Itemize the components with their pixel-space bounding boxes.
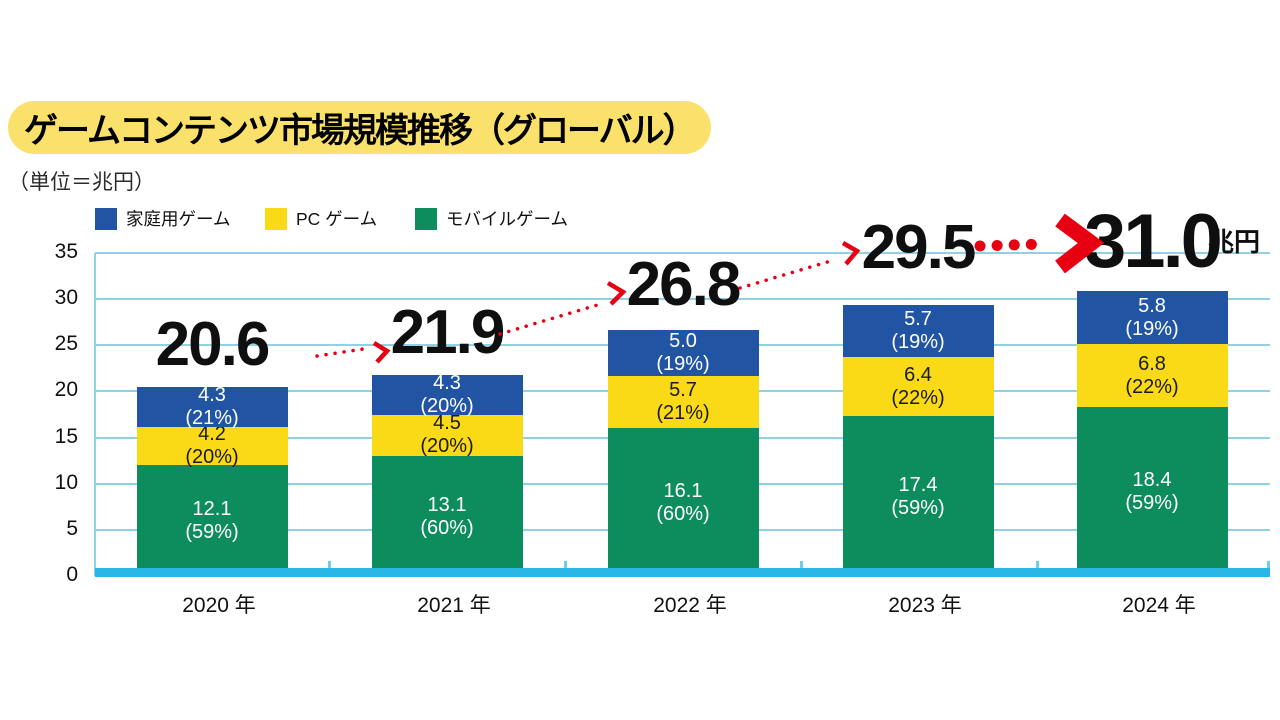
bar-segment: 4.5 (20%)	[371, 412, 523, 458]
segment-percent: (22%)	[1125, 375, 1179, 398]
gridline-30	[95, 298, 1270, 301]
bar-segment: 5.7 (19%)	[842, 304, 994, 358]
segment-percent: (20%)	[185, 445, 239, 468]
x-tick-label: 2021 年	[417, 594, 491, 617]
segment-value: 4.3	[198, 383, 226, 406]
x-axis-tick	[564, 561, 567, 568]
segment-value: 4.3	[433, 371, 461, 394]
segment-value: 12.1	[192, 498, 232, 521]
segment-value: 5.7	[904, 308, 932, 331]
segment-percent: (21%)	[656, 402, 710, 425]
bar-segment: 5.0 (19%)	[607, 329, 759, 376]
total-label: 31.0	[1084, 199, 1223, 284]
legend-label: PC ゲーム	[296, 209, 378, 229]
x-tick-label: 2023 年	[888, 594, 962, 617]
unit-suffix-label: 兆円	[1208, 227, 1261, 257]
segment-percent: (59%)	[1125, 492, 1179, 515]
bar-segment: 4.2 (20%)	[136, 423, 288, 468]
y-tick-label: 30	[54, 286, 78, 310]
segment-percent: (21%)	[185, 406, 239, 429]
bar-segment: 16.1 (60%)	[607, 428, 759, 577]
segment-percent: (59%)	[185, 521, 239, 544]
segment-value: 18.4	[1132, 469, 1172, 492]
bar-segment: 12.1 (59%)	[136, 465, 288, 577]
segment-percent: (19%)	[1125, 317, 1179, 340]
y-tick-label: 25	[54, 332, 78, 356]
gridline-35	[95, 252, 1270, 254]
segment-percent: (60%)	[420, 516, 474, 539]
y-tick-label: 20	[54, 378, 78, 402]
segment-value: 16.1	[663, 479, 703, 502]
bar-segment: 5.8 (19%)	[1076, 290, 1228, 345]
segment-percent: (20%)	[420, 394, 474, 417]
y-axis-line	[94, 253, 96, 576]
segment-percent: (19%)	[891, 331, 945, 354]
segment-value: 6.8	[1138, 352, 1166, 375]
x-tick-label: 2022 年	[653, 594, 727, 617]
legend-item-2: PC ゲーム	[265, 206, 377, 231]
x-tick-label: 2024 年	[1122, 594, 1196, 617]
segment-percent: (22%)	[891, 386, 945, 409]
segment-value: 4.2	[198, 422, 226, 445]
bar-segment: 18.4 (59%)	[1076, 407, 1228, 577]
legend-swatch	[95, 207, 117, 230]
y-tick-label: 0	[66, 563, 78, 586]
y-tick-label: 15	[54, 424, 78, 448]
segment-percent: (59%)	[891, 496, 945, 519]
x-axis-tick	[1036, 561, 1039, 568]
y-tick-label: 10	[54, 470, 78, 494]
page-title: ゲームコンテンツ市場規模推移（グローバル）	[8, 101, 711, 154]
legend-item-3: モバイルゲーム	[415, 206, 568, 231]
total-label: 29.5	[861, 213, 977, 282]
legend-label: モバイルゲーム	[446, 209, 568, 229]
segment-percent: (19%)	[656, 352, 710, 375]
segment-value: 5.7	[669, 379, 697, 402]
segment-percent: (60%)	[656, 502, 710, 525]
bar-segment: 4.3 (20%)	[371, 371, 523, 417]
segment-value: 5.0	[669, 329, 697, 352]
segment-value: 4.5	[433, 412, 461, 435]
bar-segment: 6.8 (22%)	[1076, 344, 1228, 408]
legend-item-1: 家庭用ゲーム	[95, 206, 230, 231]
total-label: 21.9	[390, 298, 506, 367]
total-label: 20.6	[155, 310, 271, 379]
segment-value: 17.4	[898, 473, 938, 496]
total-label: 26.8	[626, 250, 742, 319]
bar-segment: 6.4 (22%)	[842, 357, 994, 417]
y-tick-label: 35	[54, 240, 78, 263]
segment-percent: (20%)	[420, 435, 474, 458]
x-axis-tick	[328, 561, 331, 568]
segment-value: 5.8	[1138, 294, 1166, 317]
x-axis-line	[95, 568, 1270, 577]
segment-value: 13.1	[427, 493, 467, 516]
legend-swatch	[265, 207, 287, 230]
bar-segment: 13.1 (60%)	[371, 456, 523, 577]
segment-value: 6.4	[904, 363, 932, 386]
y-tick-label: 5	[66, 516, 78, 540]
x-axis-tick	[1267, 561, 1270, 568]
bar-segment: 17.4 (59%)	[842, 416, 994, 577]
legend-label: 家庭用ゲーム	[126, 209, 231, 229]
bar-segment: 5.7 (21%)	[607, 375, 759, 429]
bar-segment: 4.3 (21%)	[136, 383, 288, 429]
unit-note: （単位＝兆円）	[8, 171, 155, 194]
x-tick-label: 2020 年	[182, 594, 256, 617]
legend-swatch	[415, 207, 437, 230]
page-title-text: ゲームコンテンツ市場規模推移（グローバル）	[24, 112, 697, 150]
x-axis-tick	[800, 561, 803, 568]
